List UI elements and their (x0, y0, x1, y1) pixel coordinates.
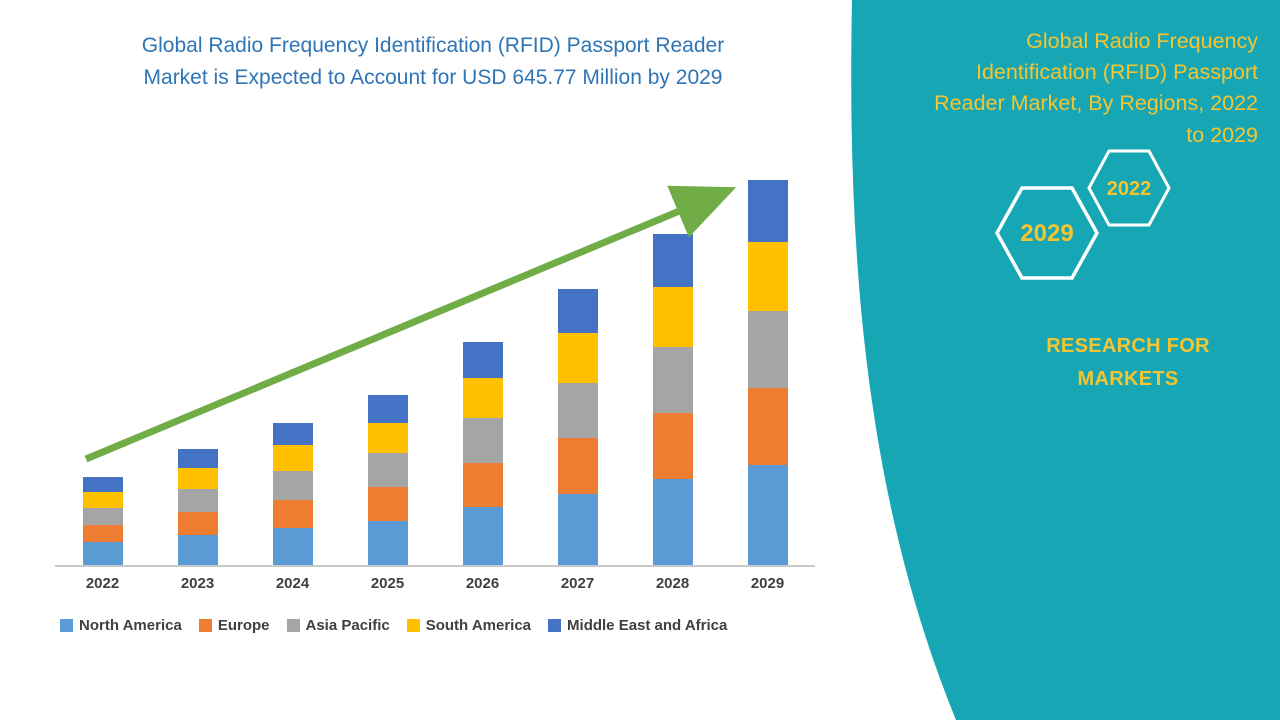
bar-segment-2029 (747, 311, 788, 389)
chart-title: Global Radio Frequency Identification (R… (68, 30, 798, 93)
brand-logo-text: RESEARCH FOR MARKETS (1020, 330, 1236, 396)
bar-segment-2025 (367, 520, 408, 565)
hexagon-2022-outline (1087, 149, 1171, 227)
hexagon-2029-outline (994, 186, 1100, 280)
bar-segment-2022 (82, 542, 123, 565)
legend-label: South America (425, 617, 532, 634)
bar-segment-2022 (82, 477, 123, 492)
bar-segment-2028 (652, 479, 693, 565)
legend-item: Middle East and Africa (548, 617, 727, 634)
side-title-line3: Reader Market, By Regions, 2022 (934, 91, 1258, 116)
legend-item: South America (406, 617, 532, 634)
bar-segment-2026 (462, 507, 503, 565)
x-axis-label: 2029 (750, 575, 785, 592)
bar-segment-2024 (272, 499, 313, 529)
bar-segment-2029 (747, 242, 788, 312)
side-title-line4: to 2029 (1186, 122, 1258, 147)
legend-label: North America (79, 617, 182, 634)
legend-swatch (406, 619, 420, 632)
bar-segment-2029 (747, 464, 788, 565)
x-axis-label: 2022 (85, 575, 120, 592)
x-axis-label: 2023 (180, 575, 215, 592)
brand-line2: MARKETS (1077, 368, 1179, 390)
x-axis-label: 2028 (655, 575, 690, 592)
chart-title-line1: Global Radio Frequency Identification (R… (141, 34, 725, 57)
bar-slot-2022 (55, 148, 150, 565)
hexagon-2029-label: 2029 (1020, 220, 1073, 247)
bar-segment-2022 (82, 507, 123, 526)
bar-segment-2029 (747, 388, 788, 465)
legend-swatch (286, 619, 300, 632)
side-title-line2: Identification (RFID) Passport (976, 60, 1258, 85)
legend-swatch (548, 619, 562, 632)
chart-title-line2: Market is Expected to Account for USD 64… (143, 65, 723, 89)
bar-segment-2023 (177, 488, 218, 513)
legend-item: Asia Pacific (286, 617, 390, 634)
bar-segment-2023 (177, 535, 218, 565)
x-axis-label: 2026 (465, 575, 500, 592)
bar-slot-2029 (720, 148, 815, 565)
x-axis-label: 2025 (370, 575, 405, 592)
x-axis-labels: 2022 2023 2024 2025 2026 2027 2028 2029 (55, 575, 815, 592)
bar-2022 (82, 477, 123, 565)
side-title-line1: Global Radio Frequency (1026, 29, 1258, 53)
legend-label: Europe (217, 617, 270, 634)
legend-swatch (198, 619, 212, 632)
bar-segment-2022 (82, 525, 123, 543)
legend-item: Europe (198, 617, 270, 634)
bar-segment-2029 (747, 180, 788, 243)
bar-segment-2025 (367, 486, 408, 521)
bar-2029 (747, 180, 788, 565)
bar-segment-2026 (462, 462, 503, 508)
legend-swatch (60, 619, 73, 632)
legend-label: Middle East and Africa (567, 617, 728, 634)
x-axis-label: 2024 (275, 575, 310, 592)
bar-segment-2024 (272, 470, 313, 500)
bar-segment-2023 (177, 512, 218, 536)
legend-item: North America (60, 617, 182, 634)
brand-line1: RESEARCH FOR (1046, 335, 1210, 357)
side-panel-title: Global Radio Frequency Identification (R… (888, 26, 1258, 151)
chart-legend: North America Europe Asia Pacific South Ame… (60, 617, 830, 634)
x-axis-label: 2027 (560, 575, 595, 592)
bar-segment-2023 (177, 467, 218, 489)
bar-segment-2027 (557, 493, 598, 565)
bar-segment-2022 (82, 491, 123, 508)
hexagon-2022-label: 2022 (1107, 178, 1152, 200)
legend-label: Asia Pacific (305, 617, 390, 634)
bar-segment-2024 (272, 528, 313, 565)
